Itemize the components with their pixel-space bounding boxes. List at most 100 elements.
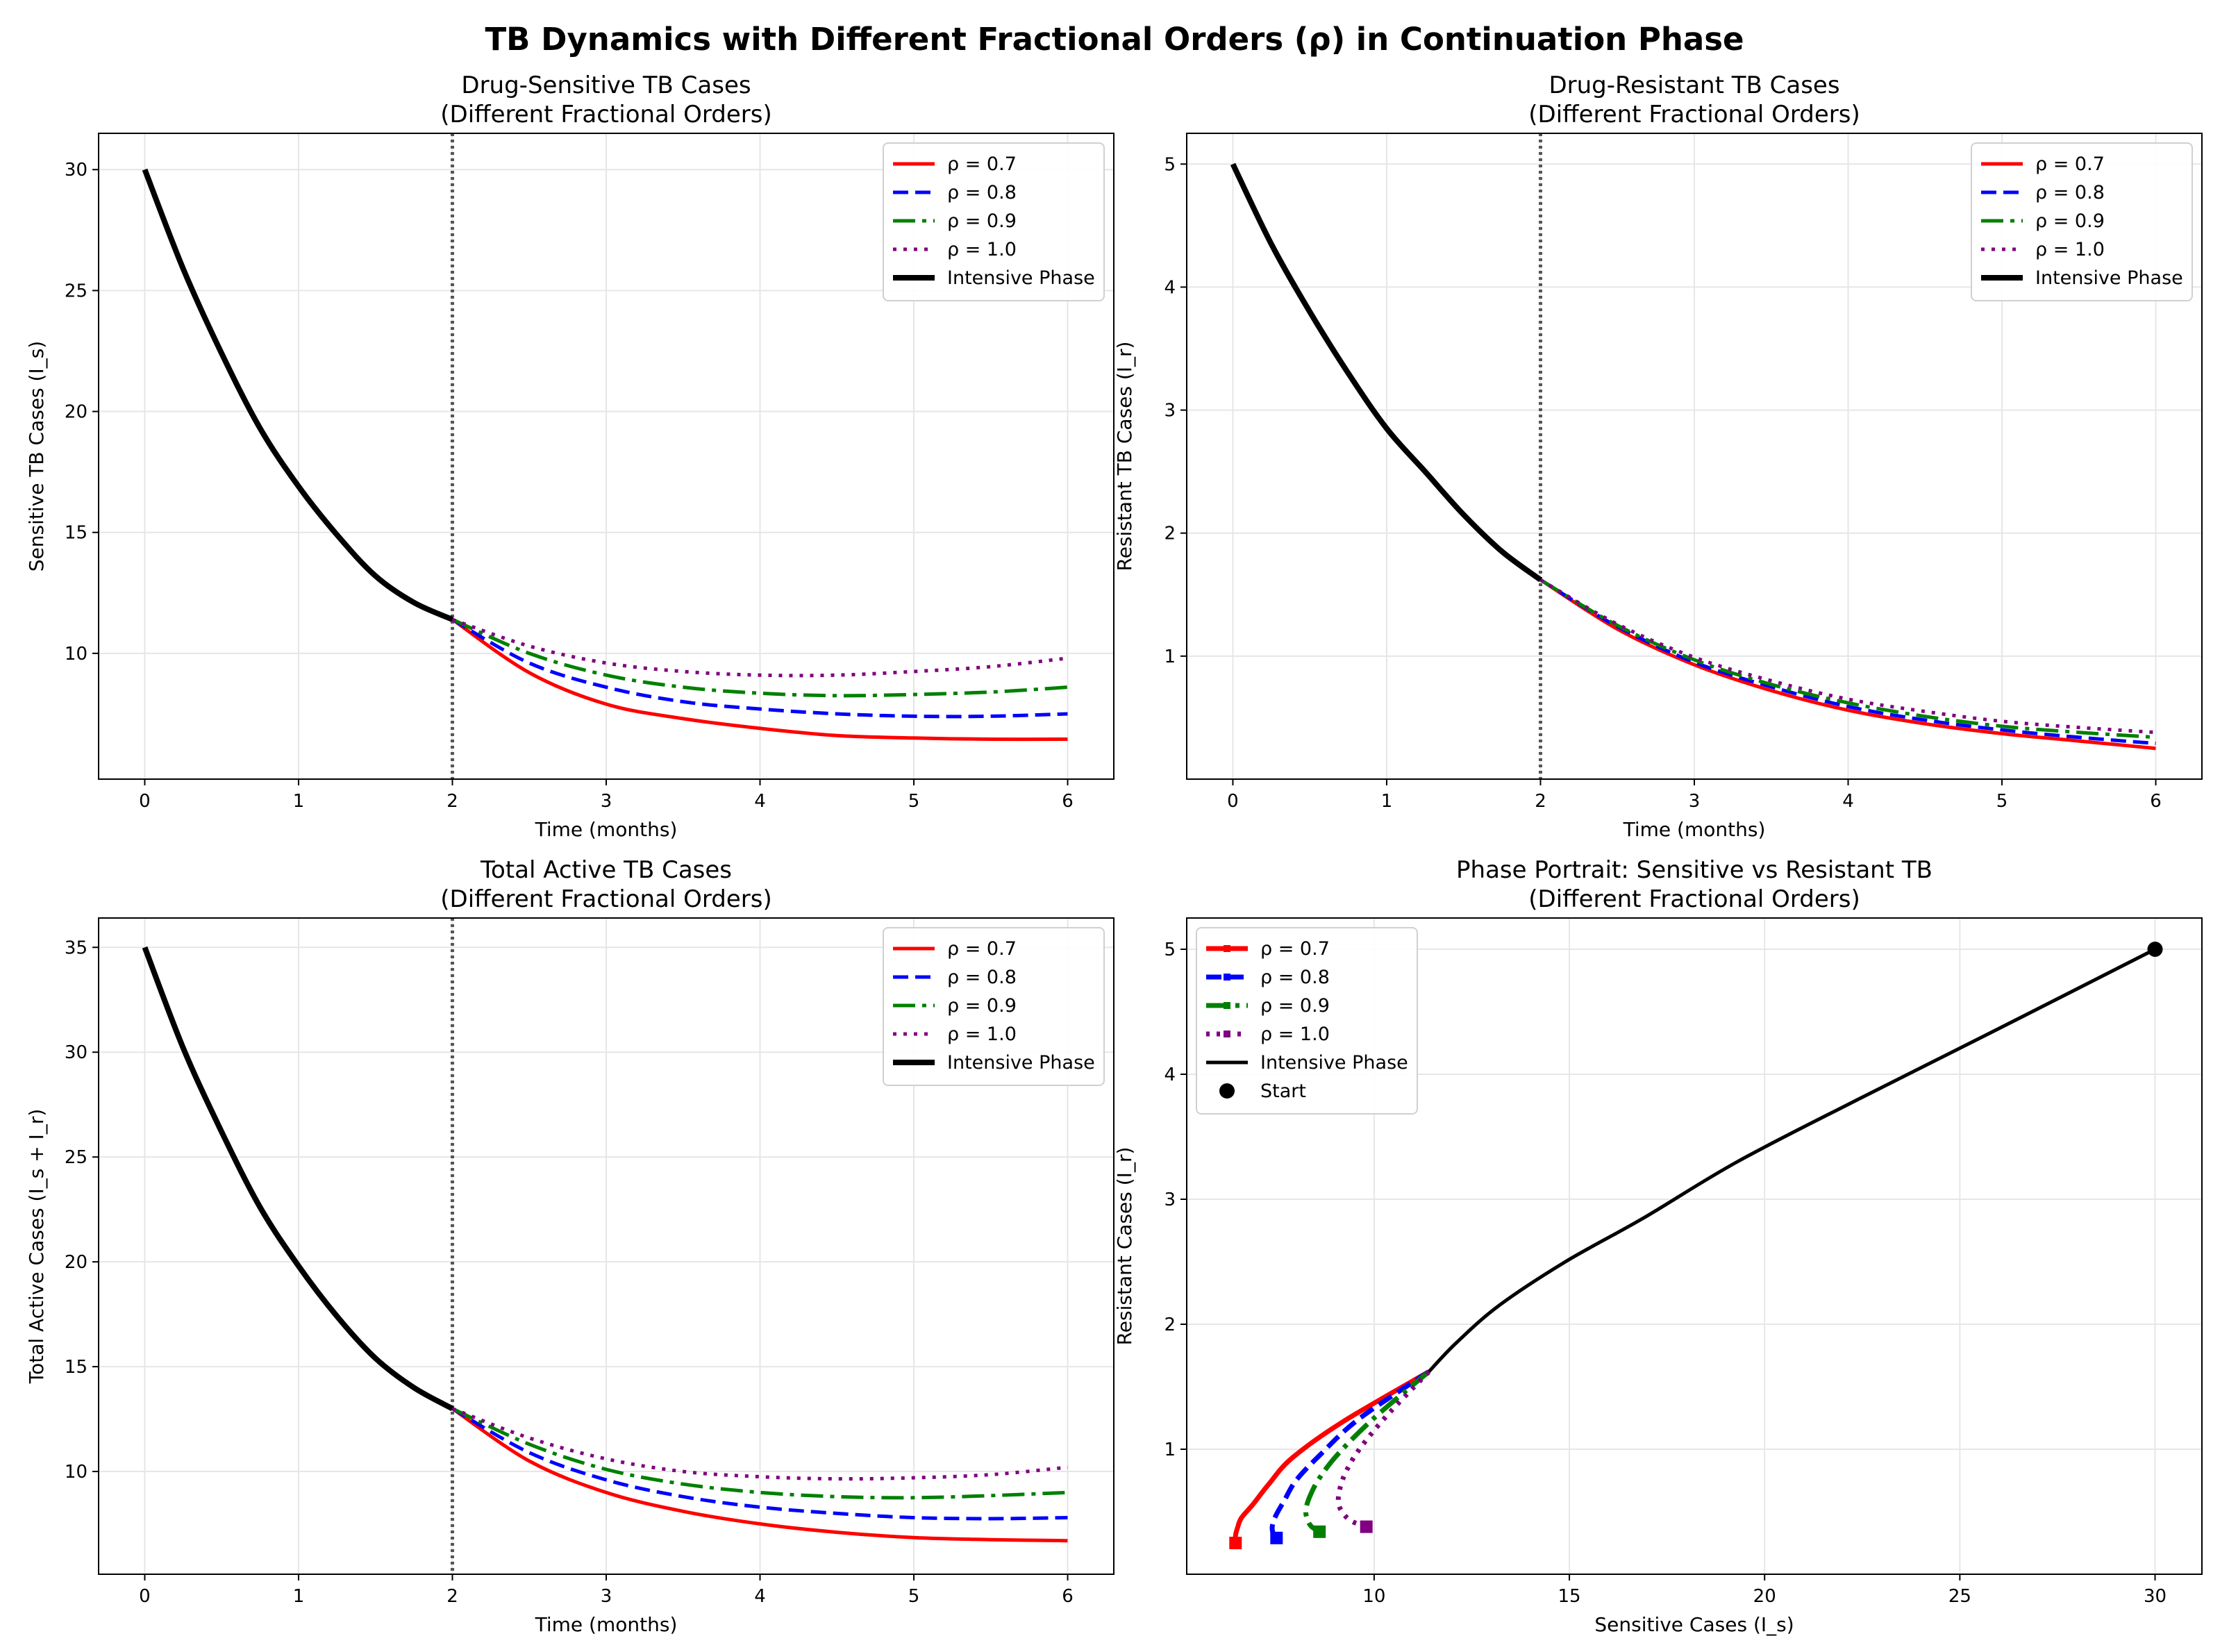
series-line-rho-0.9 bbox=[451, 617, 1068, 698]
y-axis-label: Resistant Cases (I_r) bbox=[1113, 1147, 1136, 1346]
x-tick-label: 6 bbox=[1062, 791, 1074, 812]
x-tick-label: 6 bbox=[1062, 1586, 1074, 1607]
legend: ρ = 0.7 ρ = 0.8 ρ = 0.9 ρ = 1.0 Intensive Ph… bbox=[1196, 927, 1418, 1115]
y-tick-label: 2 bbox=[1164, 524, 1176, 544]
x-tick-label: 4 bbox=[1842, 791, 1854, 812]
x-tick-label: 2 bbox=[1535, 791, 1546, 812]
y-tick-label: 35 bbox=[65, 937, 87, 958]
y-tick-label: 1 bbox=[1164, 1440, 1176, 1460]
chart-subtitle: (Different Fractional Orders) bbox=[440, 885, 771, 913]
x-tick-label: 5 bbox=[908, 1586, 920, 1607]
plot-area bbox=[1230, 133, 2156, 779]
series-end-marker bbox=[1313, 1525, 1326, 1538]
legend-label: Start bbox=[1260, 1081, 1306, 1102]
series-line-rho-0.7 bbox=[1233, 1369, 1430, 1544]
axes-frame bbox=[1186, 917, 2203, 1575]
y-tick-label: 25 bbox=[65, 281, 87, 301]
x-tick-label: 2 bbox=[446, 1586, 458, 1607]
legend: ρ = 0.7 ρ = 0.8 ρ = 0.9 ρ = 1.0 Intensive Ph… bbox=[1971, 142, 2193, 301]
legend-label: ρ = 0.9 bbox=[947, 210, 1017, 232]
figure-title: TB Dynamics with Different Fractional Or… bbox=[485, 21, 1744, 58]
x-tick-label: 4 bbox=[754, 791, 766, 812]
x-tick-label: 5 bbox=[1996, 791, 2008, 812]
series-end-marker bbox=[1360, 1520, 1373, 1533]
axes-frame bbox=[98, 133, 1114, 780]
legend-label: Intensive Phase bbox=[947, 1052, 1095, 1074]
y-axis-label: Total Active Cases (I_s + I_r) bbox=[25, 1109, 48, 1385]
x-axis-label: Time (months) bbox=[1623, 818, 1766, 841]
y-tick-label: 20 bbox=[65, 1252, 87, 1273]
legend-label: ρ = 0.9 bbox=[1260, 995, 1330, 1017]
x-tick-label: 3 bbox=[601, 791, 612, 812]
x-tick-label: 6 bbox=[2150, 791, 2162, 812]
y-tick-label: 4 bbox=[1164, 277, 1176, 298]
chart-phase: Phase Portrait: Sensitive vs Resistant T… bbox=[1113, 856, 2203, 1636]
chart-total: Total Active TB Cases(Different Fraction… bbox=[25, 856, 1114, 1636]
y-axis-label: Sensitive TB Cases (I_s) bbox=[25, 341, 48, 572]
series-line-rho-0.8 bbox=[1269, 1369, 1430, 1540]
legend-label: ρ = 0.7 bbox=[2035, 153, 2105, 175]
legend-label: ρ = 1.0 bbox=[947, 1024, 1017, 1045]
legend-handle-marker bbox=[1224, 1031, 1230, 1037]
y-tick-label: 30 bbox=[65, 160, 87, 181]
legend-box bbox=[1196, 927, 1418, 1115]
x-tick-label: 1 bbox=[293, 1586, 305, 1607]
series-line-rho-0.9 bbox=[1539, 578, 2156, 740]
legend-label: ρ = 0.8 bbox=[947, 182, 1017, 203]
chart-resistant: Drug-Resistant TB Cases(Different Fracti… bbox=[1113, 72, 2203, 841]
legend-label: ρ = 0.9 bbox=[947, 995, 1017, 1017]
series-line-rho-0.7 bbox=[451, 618, 1068, 742]
y-tick-label: 15 bbox=[65, 523, 87, 544]
legend-label: Intensive Phase bbox=[947, 267, 1095, 289]
legend-label: Intensive Phase bbox=[2035, 267, 2183, 289]
x-tick-label: 20 bbox=[1753, 1586, 1776, 1607]
x-tick-label: 25 bbox=[1948, 1586, 1971, 1607]
legend-handle-marker bbox=[1224, 974, 1230, 981]
legend-label: Intensive Phase bbox=[1260, 1052, 1408, 1074]
x-tick-label: 4 bbox=[754, 1586, 766, 1607]
y-tick-label: 1 bbox=[1164, 646, 1176, 667]
intensive-phase-line bbox=[142, 946, 454, 1412]
series-end-marker bbox=[1229, 1537, 1242, 1549]
y-tick-label: 3 bbox=[1164, 401, 1176, 422]
y-axis-label: Resistant TB Cases (I_r) bbox=[1113, 342, 1136, 571]
legend-box bbox=[883, 927, 1105, 1086]
x-tick-label: 2 bbox=[446, 791, 458, 812]
y-tick-label: 20 bbox=[65, 402, 87, 423]
x-tick-label: 15 bbox=[1558, 1586, 1581, 1607]
intensive-phase-line bbox=[1427, 947, 2156, 1374]
series-line-rho-0.7 bbox=[1539, 578, 2156, 751]
legend-label: ρ = 0.7 bbox=[947, 153, 1017, 175]
legend-label: ρ = 1.0 bbox=[947, 239, 1017, 260]
chart-subtitle: (Different Fractional Orders) bbox=[1528, 101, 1860, 128]
y-tick-label: 4 bbox=[1164, 1065, 1176, 1085]
axes-frame bbox=[98, 917, 1114, 1575]
x-tick-label: 0 bbox=[1227, 791, 1239, 812]
series-end-marker bbox=[1270, 1531, 1283, 1544]
series-line-rho-0.8 bbox=[451, 617, 1068, 719]
legend-label: ρ = 0.8 bbox=[947, 967, 1017, 988]
x-tick-label: 1 bbox=[293, 791, 305, 812]
legend-start-marker bbox=[1219, 1083, 1235, 1099]
series-line-rho-0.9 bbox=[451, 1407, 1068, 1500]
chart-title: Total Active TB Cases bbox=[480, 856, 732, 884]
legend-label: ρ = 0.7 bbox=[1260, 938, 1330, 960]
legend-handle-marker bbox=[1224, 1002, 1230, 1009]
x-axis-label: Time (months) bbox=[535, 818, 678, 841]
y-tick-label: 15 bbox=[65, 1357, 87, 1378]
legend-label: ρ = 1.0 bbox=[2035, 239, 2105, 260]
x-tick-label: 0 bbox=[139, 1586, 151, 1607]
chart-subtitle: (Different Fractional Orders) bbox=[1528, 885, 1860, 913]
plot-area bbox=[142, 918, 1068, 1574]
x-axis-label: Time (months) bbox=[535, 1613, 678, 1636]
legend: ρ = 0.7 ρ = 0.8 ρ = 0.9 ρ = 1.0 Intensive Ph… bbox=[883, 142, 1105, 301]
legend-box bbox=[883, 142, 1105, 301]
start-point-marker bbox=[2147, 942, 2163, 957]
y-tick-label: 30 bbox=[65, 1042, 87, 1063]
series-line-rho-1 bbox=[451, 617, 1068, 678]
x-tick-label: 1 bbox=[1381, 791, 1393, 812]
chart-subtitle: (Different Fractional Orders) bbox=[440, 101, 771, 128]
series-line-rho-0.9 bbox=[1303, 1369, 1430, 1534]
chart-sensitive: Drug-Sensitive TB Cases(Different Fracti… bbox=[25, 72, 1114, 841]
